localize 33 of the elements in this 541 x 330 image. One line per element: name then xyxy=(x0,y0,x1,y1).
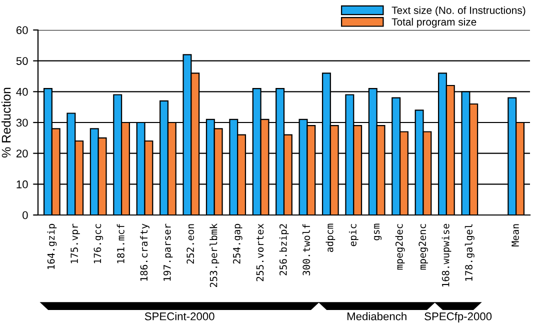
y-tick-label: 10 xyxy=(16,180,28,188)
text: SPECfp-2000 xyxy=(424,312,492,322)
x-tick-label: 164.gzip xyxy=(47,224,57,269)
x-tick-label: 300.twolf xyxy=(302,224,310,276)
y-tick-label: 30 xyxy=(16,118,28,127)
x-tick-label: gsm xyxy=(374,224,382,240)
x-tick-label: epic xyxy=(348,224,358,246)
x-tick-label: 176.gcc xyxy=(94,224,104,264)
y-tick-label: 60 xyxy=(16,26,28,34)
x-tick-label: 255.vortex xyxy=(256,224,264,282)
text: SPECint-2000 xyxy=(144,312,214,320)
x-tick-label: 178.galgel xyxy=(464,224,474,281)
x-tick-label: 256.bzip2 xyxy=(279,224,289,276)
x-tick-label: mpeg2dec xyxy=(395,224,405,270)
y-tick-label: 40 xyxy=(16,88,28,96)
x-tick-label: 254.gap xyxy=(233,224,242,264)
x-tick-label: Mean xyxy=(512,224,519,246)
x-tick-label: 197.parser xyxy=(163,224,173,281)
legend-label: Total program size xyxy=(392,18,476,28)
x-tick-label: adpcm xyxy=(326,224,336,252)
y-axis-title: % Reduction xyxy=(1,88,11,158)
x-tick-label: 168.wupwise xyxy=(442,224,452,287)
x-tick-label: 253.perlbmk xyxy=(210,223,220,287)
y-tick-label: 20 xyxy=(16,150,28,158)
x-tick-label: 181.mcf xyxy=(116,224,124,264)
x-tick-label: 252.eon xyxy=(186,224,194,264)
y-tick-label: 0 xyxy=(22,211,28,220)
x-tick-label: 175.vpr xyxy=(70,224,80,264)
legend-label: Text size (No. of Instructions) xyxy=(392,6,526,16)
x-tick-label: mpeg2enc xyxy=(418,224,428,270)
x-tick-label: 186.crafty xyxy=(140,224,150,281)
y-tick-label: 50 xyxy=(16,57,28,65)
text: Mediabench xyxy=(347,312,406,320)
